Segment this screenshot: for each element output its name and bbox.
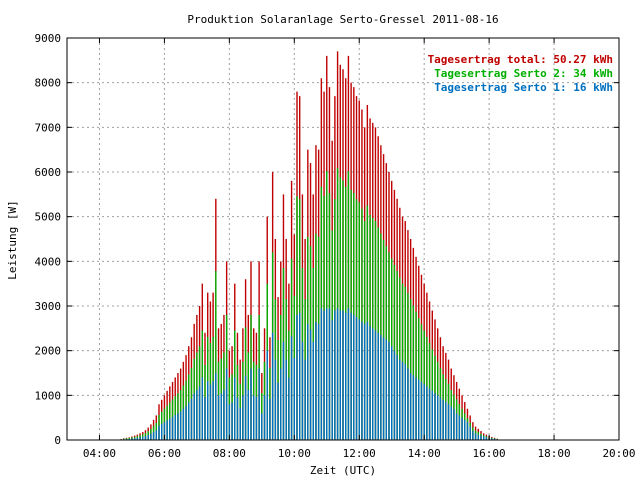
y-tick-label: 5000	[35, 211, 62, 224]
plot-frame	[66, 37, 620, 441]
y-tick-label: 1000	[35, 389, 62, 402]
y-tick-label: 4000	[35, 255, 62, 268]
x-tick-label: 06:00	[148, 447, 181, 460]
y-tick-label: 8000	[35, 77, 62, 90]
bars	[120, 51, 498, 440]
y-tick-label: 9000	[35, 32, 62, 45]
legend-entry-total: Tagesertrag total: 50.27 kWh	[428, 53, 613, 66]
chart-title: Produktion Solaranlage Serto-Gressel 201…	[187, 13, 498, 26]
y-tick-label: 6000	[35, 166, 62, 179]
x-tick-label: 08:00	[213, 447, 246, 460]
x-axis-label: Zeit (UTC)	[310, 464, 376, 477]
x-tick-label: 04:00	[83, 447, 116, 460]
y-tick-label: 7000	[35, 121, 62, 134]
y-axis-label: Leistung [W]	[6, 200, 19, 279]
y-tick-label: 3000	[35, 300, 62, 313]
axes: 0 1000 2000 3000 4000 5000 6000 7000 8000 9000 04:…	[35, 32, 636, 460]
legend-entry-serto2: Tagesertrag Serto 2: 34 kWh	[434, 67, 613, 80]
x-tick-label: 14:00	[408, 447, 441, 460]
legend-entry-serto1: Tagesertrag Serto 1: 16 kWh	[434, 81, 613, 94]
y-tick-label: 2000	[35, 345, 62, 358]
x-tick-label: 18:00	[537, 447, 570, 460]
x-tick-label: 12:00	[343, 447, 376, 460]
x-tick-label: 10:00	[278, 447, 311, 460]
legend: Tagesertrag total: 50.27 kWhTagesertrag …	[428, 53, 613, 94]
x-tick-label: 16:00	[473, 447, 506, 460]
x-tick-label: 20:00	[602, 447, 635, 460]
y-tick-label: 0	[54, 434, 61, 447]
